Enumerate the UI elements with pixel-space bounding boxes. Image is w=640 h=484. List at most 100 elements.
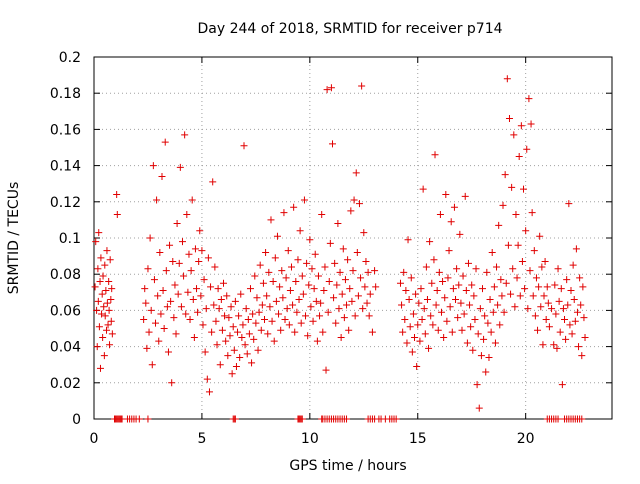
data-point (282, 274, 290, 282)
data-point (176, 163, 184, 171)
data-point (298, 415, 306, 423)
data-point (413, 363, 421, 371)
data-point (157, 310, 165, 318)
data-point (269, 277, 277, 285)
data-point (534, 326, 542, 334)
data-point (501, 171, 509, 179)
data-point (569, 261, 577, 269)
data-point (256, 261, 264, 269)
data-point (197, 292, 205, 300)
data-point (325, 277, 333, 285)
data-point (365, 312, 373, 320)
data-point (252, 319, 260, 327)
data-point (227, 303, 235, 311)
data-point (467, 323, 475, 331)
data-point (158, 172, 166, 180)
data-point (195, 258, 203, 266)
data-point (554, 265, 562, 273)
data-point (544, 299, 552, 307)
data-point (494, 301, 502, 309)
data-point (175, 259, 183, 267)
data-point (266, 303, 274, 311)
data-point (242, 305, 250, 313)
data-point (294, 256, 302, 264)
data-point (453, 265, 461, 273)
data-point (101, 312, 109, 320)
data-point (230, 346, 238, 354)
data-point (486, 296, 494, 304)
data-point (94, 297, 102, 305)
data-point (400, 268, 408, 276)
data-point (440, 334, 448, 342)
data-point (319, 328, 327, 336)
y-axis-label: SRMTID / TECUs (6, 182, 22, 295)
data-point (144, 265, 152, 273)
data-point (517, 122, 525, 130)
data-point (456, 230, 464, 238)
data-point (426, 238, 434, 246)
data-point (558, 381, 566, 389)
data-point (161, 138, 169, 146)
data-point (427, 312, 435, 320)
data-point (171, 281, 179, 289)
data-point (141, 285, 149, 293)
data-point (363, 299, 371, 307)
data-point (144, 415, 152, 423)
data-point (444, 274, 452, 282)
data-point (147, 306, 155, 314)
data-point (316, 312, 324, 320)
data-point (449, 285, 457, 293)
data-point (213, 341, 221, 349)
data-point (322, 366, 330, 374)
data-point (332, 319, 340, 327)
data-point (567, 286, 575, 294)
data-point (148, 361, 156, 369)
data-point (464, 259, 472, 267)
data-point (300, 196, 308, 204)
data-point (169, 258, 177, 266)
data-point (330, 294, 338, 302)
data-point (218, 326, 226, 334)
y-tick-label: 0.04 (50, 340, 81, 356)
data-point (545, 323, 553, 331)
data-point (442, 191, 450, 199)
data-point (556, 328, 564, 336)
data-point (359, 305, 367, 313)
data-point (431, 151, 439, 159)
data-point (320, 286, 328, 294)
data-point (100, 303, 108, 311)
data-point (436, 210, 444, 218)
data-point (535, 283, 543, 291)
data-point (295, 296, 303, 304)
data-point (479, 285, 486, 293)
data-point (481, 312, 489, 320)
data-point (537, 303, 545, 311)
data-point (557, 285, 565, 293)
data-point (553, 344, 561, 352)
data-point (183, 210, 191, 218)
data-point (331, 259, 339, 267)
data-point (551, 281, 559, 289)
data-point (512, 210, 520, 218)
data-point (253, 294, 261, 302)
data-point (496, 321, 504, 329)
data-point (580, 314, 588, 322)
data-point (404, 236, 412, 244)
data-point (189, 296, 197, 304)
data-point (259, 279, 267, 287)
data-point (489, 308, 497, 316)
data-point (437, 308, 445, 316)
data-point (434, 326, 442, 334)
data-point (168, 379, 176, 387)
x-tick-label: 10 (301, 431, 319, 447)
data-point (423, 296, 431, 304)
data-point (516, 292, 524, 300)
data-point (559, 305, 567, 313)
data-point (361, 283, 369, 291)
data-point (474, 330, 482, 338)
data-point (347, 207, 355, 215)
data-point (292, 277, 300, 285)
data-point (439, 277, 447, 285)
data-point (146, 234, 154, 242)
x-axis-label: GPS time / hours (289, 458, 406, 474)
